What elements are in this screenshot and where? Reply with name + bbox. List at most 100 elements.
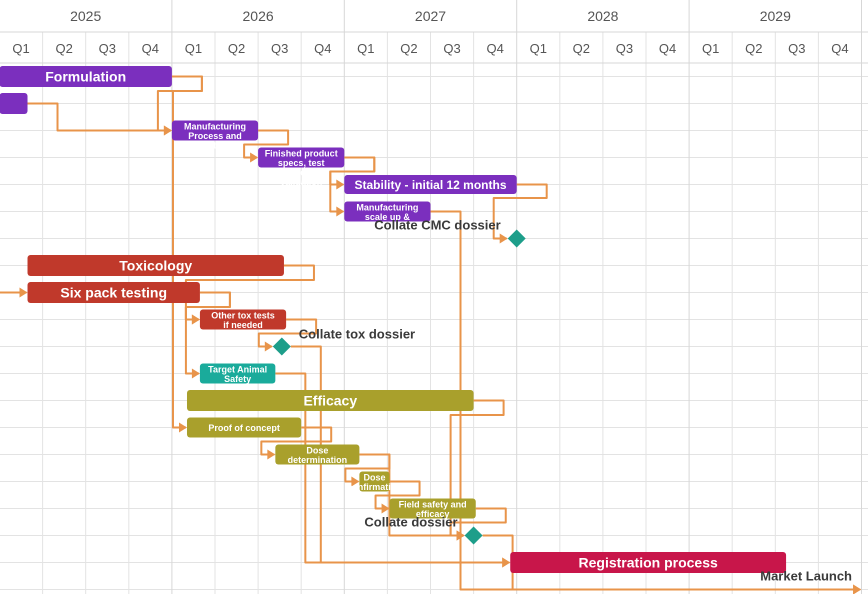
- connector-arrowhead: [163, 125, 172, 136]
- connector-arrowhead: [336, 206, 345, 217]
- task-stability: Stability - initial 12 months: [344, 175, 517, 194]
- task-poc: Proof of concept: [186, 417, 302, 438]
- task-bar: [344, 175, 517, 194]
- connector-arrowhead: [178, 422, 187, 433]
- task-label: Formulation: [45, 69, 126, 85]
- task-formulation-pre: [0, 93, 28, 114]
- connector-arrowhead: [264, 341, 273, 352]
- quarter-label: Q1: [357, 41, 374, 56]
- task-label: Target Animal Safety: [208, 364, 267, 384]
- dependency-connector: [482, 534, 861, 591]
- task-bar: [186, 390, 474, 411]
- task-toxicology: Toxicology: [27, 255, 284, 276]
- dependency-connector: [449, 399, 505, 537]
- milestone-diamond: [507, 229, 526, 248]
- quarter-label: Q4: [831, 41, 848, 56]
- milestone-tox-dossier: Collate tox dossier: [272, 327, 415, 356]
- task-registration: Registration process: [510, 552, 787, 573]
- connector-arrowhead: [250, 152, 259, 163]
- milestone-label: Collate tox dossier: [299, 327, 415, 342]
- year-label: 2027: [415, 8, 446, 24]
- task-dose-det: Dose determination: [275, 444, 360, 465]
- task-dose-conf: Dose confirmation: [347, 471, 402, 492]
- task-label: Dose confirmation: [347, 472, 402, 492]
- year-label: 2028: [587, 8, 618, 24]
- task-bar: [275, 444, 360, 465]
- dependency-connector: [257, 318, 318, 348]
- task-other-tox: Other tox tests if needed: [199, 309, 287, 330]
- dependency-connector: [260, 426, 333, 456]
- task-bar: [389, 498, 476, 519]
- dependency-connector: [290, 345, 510, 564]
- task-bar: [199, 309, 287, 330]
- quarter-label: Q3: [443, 41, 460, 56]
- task-label: Efficacy: [303, 393, 357, 409]
- task-label: Toxicology: [119, 258, 192, 274]
- task-bar: [359, 471, 390, 492]
- quarter-label: Q4: [142, 41, 159, 56]
- task-field: Field safety and efficacy: [389, 498, 476, 519]
- milestone-label: Collate dossier: [364, 515, 457, 530]
- quarter-label: Q2: [573, 41, 590, 56]
- milestone-launch: Market Launch: [760, 569, 852, 584]
- connector-arrowhead: [499, 233, 508, 244]
- task-bar: [171, 120, 259, 141]
- quarter-label: Q2: [400, 41, 417, 56]
- year-label: 2029: [760, 8, 791, 24]
- task-label: Other tox tests if needed: [211, 310, 275, 330]
- task-bar: [0, 66, 172, 87]
- task-bar: [0, 93, 28, 114]
- connector-arrowhead: [191, 368, 200, 379]
- task-sixpack: Six pack testing: [27, 282, 200, 303]
- task-bar: [186, 417, 302, 438]
- task-label: Six pack testing: [60, 285, 167, 301]
- quarter-label: Q4: [659, 41, 676, 56]
- task-label: Field safety and efficacy: [399, 499, 467, 519]
- task-mfg-process: Manufacturing Process and controls: [171, 120, 259, 150]
- connector-arrowhead: [351, 476, 360, 487]
- dependency-connector: [184, 291, 231, 375]
- dependency-connector: [27, 102, 171, 132]
- task-label: Dose determination: [288, 445, 348, 465]
- task-label: Manufacturing scale up & validation: [356, 202, 418, 231]
- year-label: 2025: [70, 8, 101, 24]
- connector-arrowhead: [381, 503, 390, 514]
- quarter-label: Q1: [702, 41, 719, 56]
- task-label: Finished product specs, test methods and va…: [265, 148, 338, 187]
- quarter-label: Q4: [486, 41, 503, 56]
- year-label: 2026: [243, 8, 274, 24]
- quarter-label: Q3: [99, 41, 116, 56]
- quarter-label: Q1: [185, 41, 202, 56]
- task-label: Manufacturing Process and controls: [184, 121, 246, 150]
- milestone-label: Collate CMC dossier: [374, 218, 500, 233]
- connector-arrowhead: [191, 314, 200, 325]
- task-bar: [344, 201, 431, 222]
- quarter-label: Q1: [12, 41, 29, 56]
- quarter-label: Q1: [530, 41, 547, 56]
- connector-arrowhead: [853, 584, 862, 594]
- milestone-diamond: [272, 337, 291, 356]
- dependency-connector: [359, 453, 464, 537]
- milestone-label: Market Launch: [760, 569, 852, 584]
- connector-arrowhead: [19, 287, 28, 298]
- dependency-links: [0, 75, 862, 594]
- dependency-connector: [243, 129, 290, 159]
- task-bar: [27, 255, 284, 276]
- milestones: Collate CMC dossier Collate tox dossier Co…: [272, 218, 852, 584]
- quarter-label: Q2: [55, 41, 72, 56]
- task-formulation: Formulation: [0, 66, 172, 87]
- quarter-label: Q2: [745, 41, 762, 56]
- dependency-connector: [329, 156, 376, 213]
- dependency-connector: [492, 183, 548, 240]
- task-label: Stability - initial 12 months: [354, 178, 506, 192]
- task-tas: Target Animal Safety: [199, 363, 276, 384]
- quarter-label: Q3: [788, 41, 805, 56]
- dependency-connector: [374, 480, 421, 510]
- milestone-eff-dossier: Collate dossier: [364, 515, 483, 545]
- task-bar: [27, 282, 200, 303]
- task-bar: [199, 363, 276, 384]
- connector-arrowhead: [502, 557, 511, 568]
- milestone-cmc: Collate CMC dossier: [374, 218, 526, 248]
- task-mfg-scaleup: Manufacturing scale up & validation: [344, 201, 431, 231]
